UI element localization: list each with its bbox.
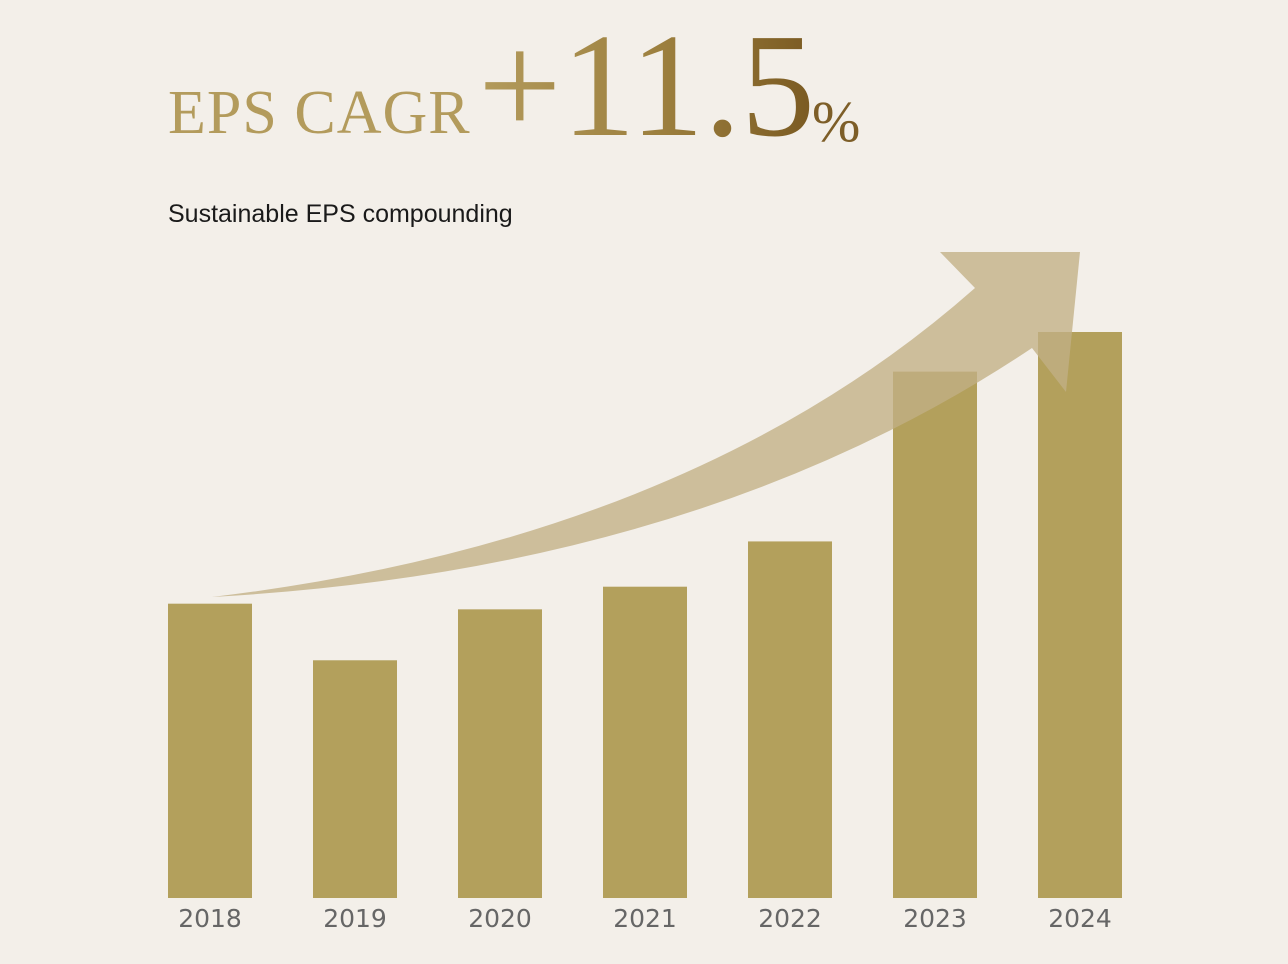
chart-subtitle: Sustainable EPS compounding — [168, 200, 513, 228]
tick-label-2019: 2019 — [323, 904, 387, 933]
tick-label-2022: 2022 — [758, 904, 822, 933]
bar-2024 — [1038, 332, 1122, 898]
tick-label-2023: 2023 — [903, 904, 967, 933]
tick-label-2020: 2020 — [468, 904, 532, 933]
headline-label: EPS CAGR — [168, 79, 471, 147]
bar-2018 — [168, 603, 252, 898]
x-axis-ticks: 2018 2019 2020 2021 2022 2023 2024 — [178, 904, 1112, 933]
trend-arrow — [212, 252, 1080, 597]
bar-2019 — [313, 660, 397, 898]
tick-label-2021: 2021 — [613, 904, 677, 933]
headline-unit: % — [812, 89, 861, 154]
tick-label-2018: 2018 — [178, 904, 242, 933]
headline-value: +11.5 — [478, 4, 815, 168]
bar-2023 — [893, 371, 977, 898]
bar-2022 — [748, 541, 832, 898]
bars-group — [168, 332, 1122, 898]
tick-label-2024: 2024 — [1048, 904, 1112, 933]
bar-2020 — [458, 609, 542, 898]
bar-2021 — [603, 586, 687, 898]
